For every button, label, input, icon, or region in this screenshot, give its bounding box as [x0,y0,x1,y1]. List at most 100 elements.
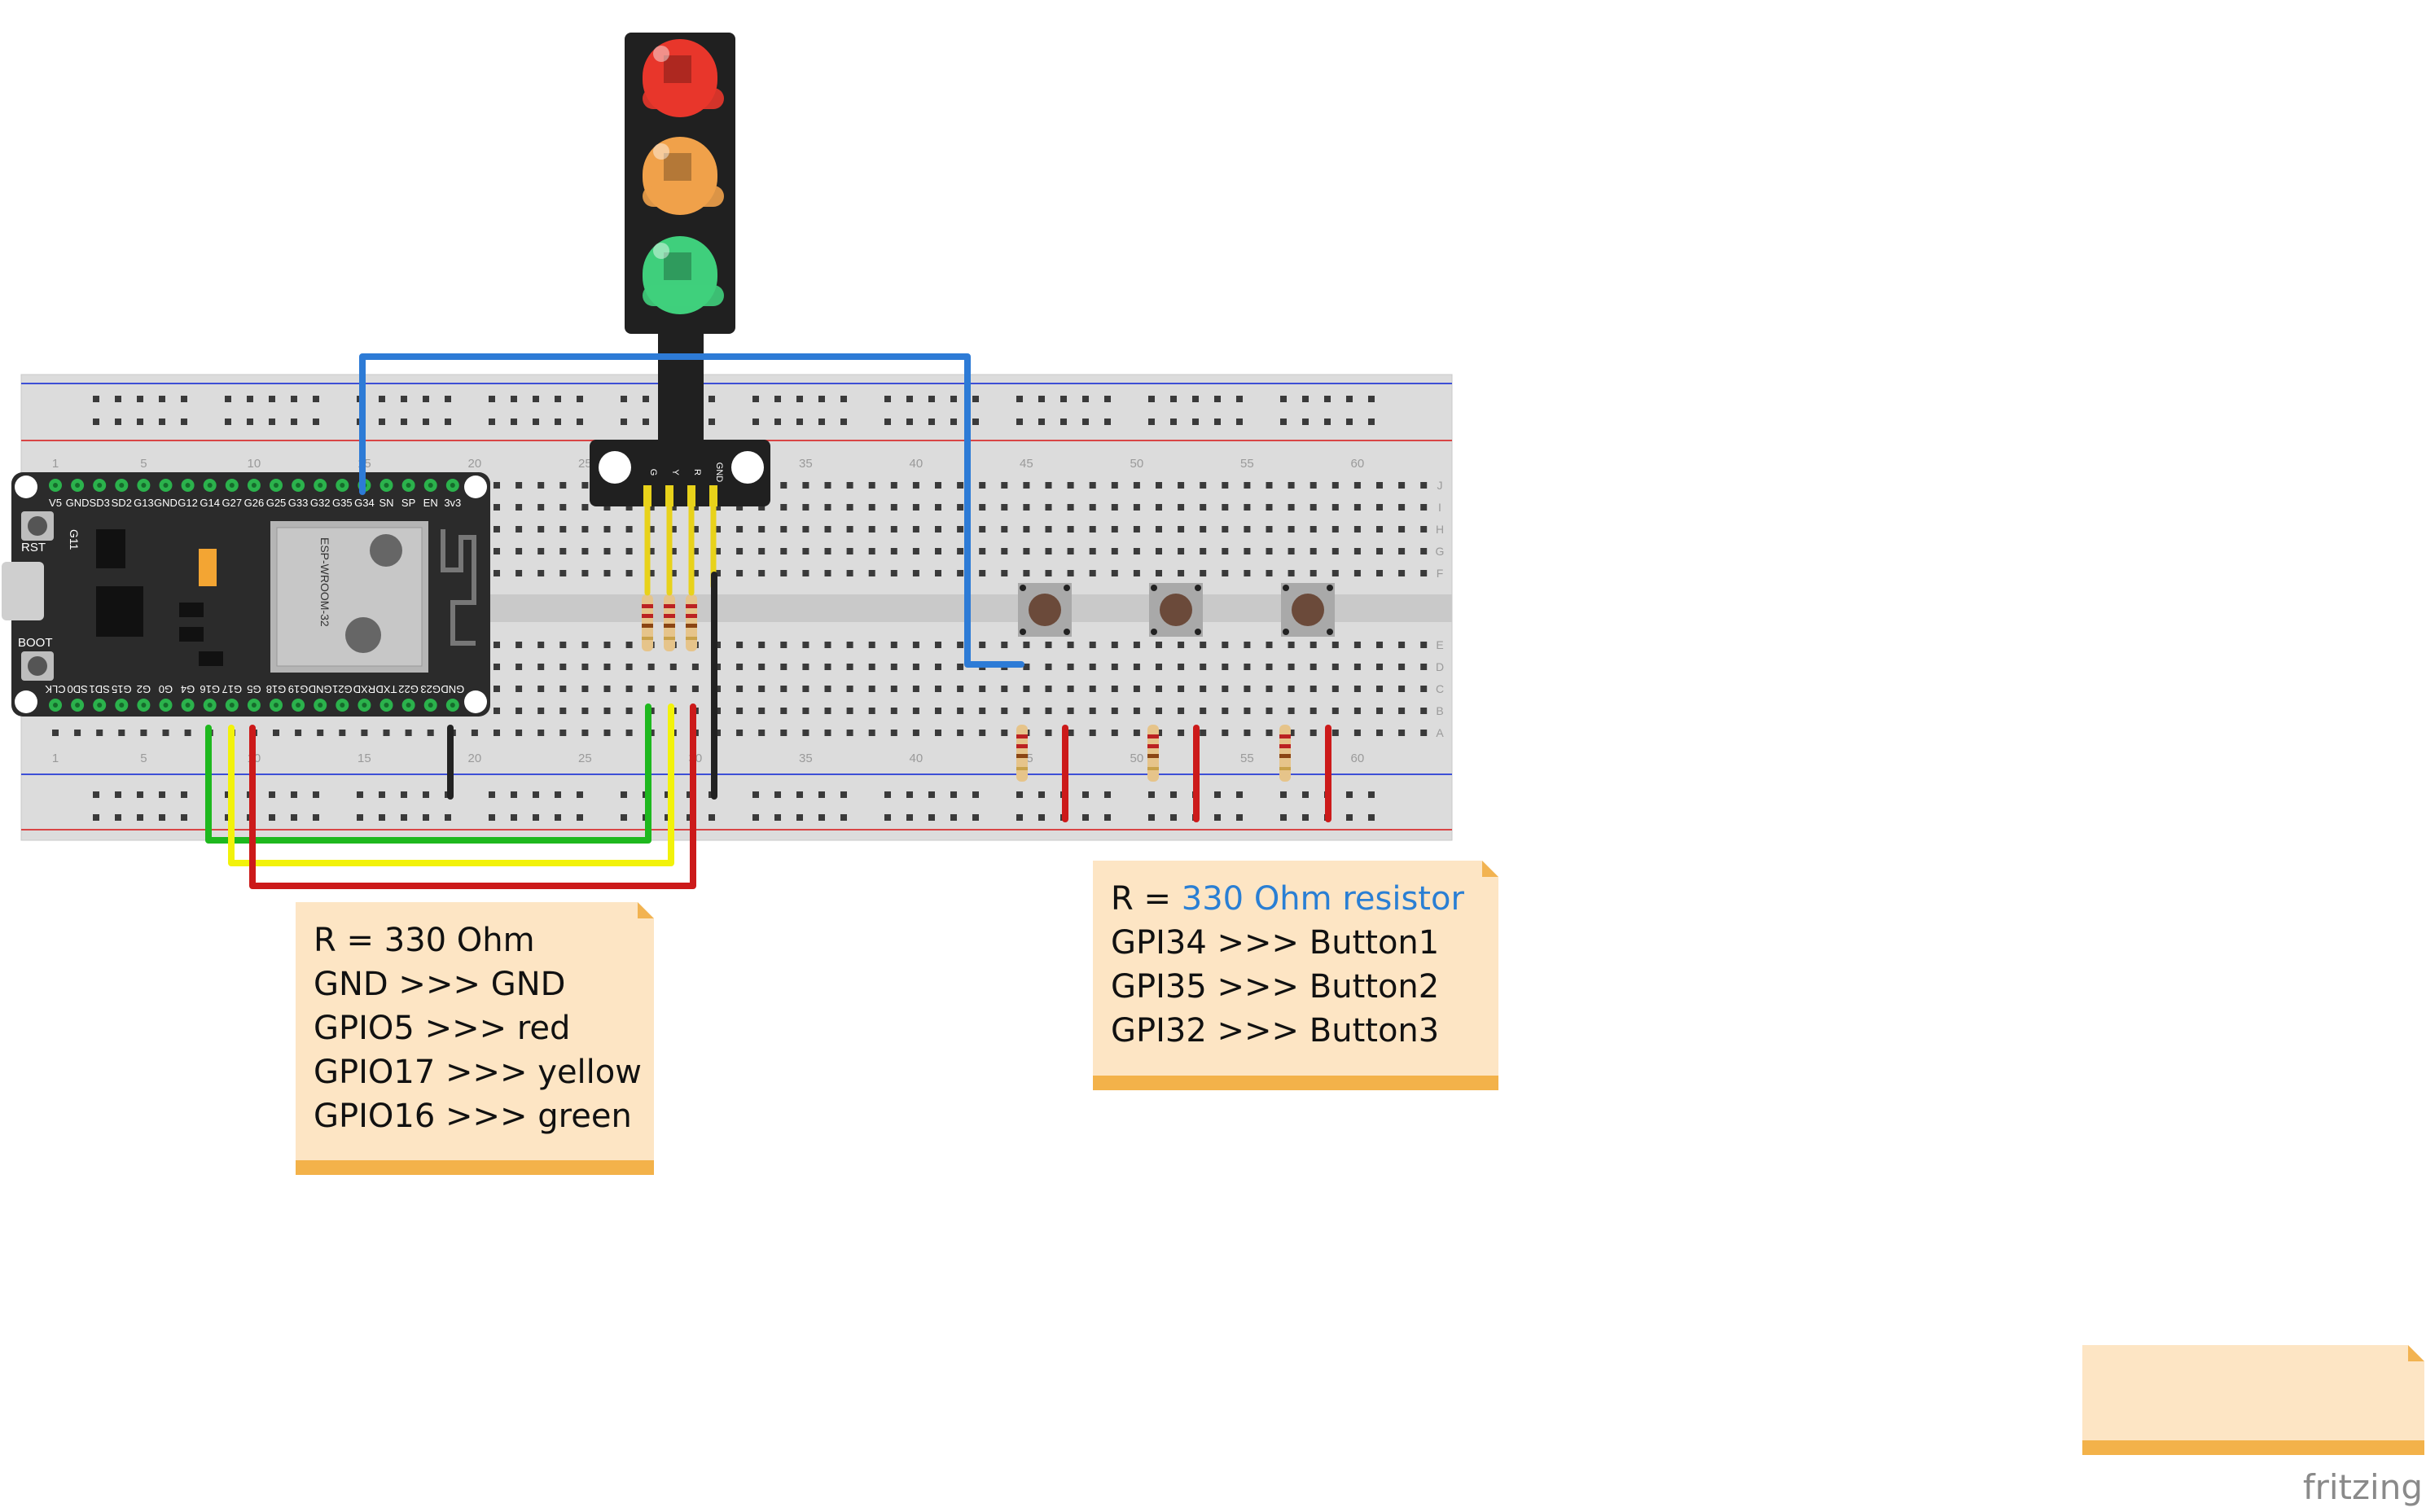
rail-hole[interactable] [93,419,99,425]
terminal-hole[interactable] [1133,482,1140,489]
terminal-hole[interactable] [581,482,589,489]
rail-hole[interactable] [269,396,275,402]
rail-hole[interactable] [1060,396,1067,402]
rail-hole[interactable] [708,419,715,425]
terminal-hole[interactable] [494,730,500,736]
rail-hole[interactable] [906,814,913,821]
terminal-hole[interactable] [736,642,744,648]
terminal-hole[interactable] [758,730,766,736]
terminal-hole[interactable] [1266,730,1273,736]
terminal-hole[interactable] [714,570,721,576]
rail-hole[interactable] [137,419,143,425]
terminal-hole[interactable] [603,504,611,511]
rail-hole[interactable] [511,814,517,821]
terminal-hole[interactable] [1045,664,1052,670]
terminal-hole[interactable] [1398,642,1406,648]
terminal-hole[interactable] [714,548,721,554]
terminal-hole[interactable] [1376,482,1383,489]
terminal-hole[interactable] [935,642,941,648]
terminal-hole[interactable] [1178,642,1185,648]
terminal-hole[interactable] [537,708,545,714]
terminal-hole[interactable] [1178,570,1185,576]
rail-hole[interactable] [379,814,385,821]
terminal-hole[interactable] [957,708,964,714]
rail-hole[interactable] [511,419,517,425]
rail-hole[interactable] [555,814,561,821]
terminal-hole[interactable] [1178,526,1185,532]
terminal-hole[interactable] [1200,482,1207,489]
terminal-hole[interactable] [736,548,744,554]
terminal-hole[interactable] [1288,642,1295,648]
terminal-hole[interactable] [912,664,919,670]
terminal-hole[interactable] [1045,708,1052,714]
terminal-hole[interactable] [1111,482,1118,489]
rail-hole[interactable] [774,791,781,798]
terminal-hole[interactable] [1222,664,1229,670]
terminal-hole[interactable] [912,642,919,648]
terminal-hole[interactable] [780,664,787,670]
terminal-hole[interactable] [1001,482,1008,489]
rail-hole[interactable] [1192,419,1199,425]
terminal-hole[interactable] [1288,482,1295,489]
terminal-hole[interactable] [603,642,611,648]
terminal-hole[interactable] [868,686,875,692]
terminal-hole[interactable] [1023,482,1030,489]
terminal-hole[interactable] [1001,548,1008,554]
terminal-hole[interactable] [669,686,677,692]
rail-hole[interactable] [115,791,121,798]
terminal-hole[interactable] [890,526,897,532]
rail-hole[interactable] [1302,396,1309,402]
rail-hole[interactable] [555,791,561,798]
rail-hole[interactable] [1082,791,1089,798]
terminal-hole[interactable] [1222,504,1229,511]
terminal-hole[interactable] [957,730,964,736]
rail-hole[interactable] [708,396,715,402]
terminal-hole[interactable] [1331,526,1339,532]
rail-hole[interactable] [1038,396,1045,402]
terminal-hole[interactable] [1222,526,1229,532]
terminal-hole[interactable] [581,642,589,648]
rail-hole[interactable] [1280,791,1287,798]
terminal-hole[interactable] [1067,548,1074,554]
rail-hole[interactable] [774,396,781,402]
button1[interactable] [1018,583,1072,637]
rail-hole[interactable] [1236,396,1243,402]
rail-hole[interactable] [1324,419,1331,425]
terminal-hole[interactable] [1156,482,1162,489]
terminal-hole[interactable] [1244,504,1251,511]
rail-hole[interactable] [1016,419,1023,425]
terminal-hole[interactable] [1420,482,1428,489]
rail-hole[interactable] [1346,791,1353,798]
rail-hole[interactable] [1038,791,1045,798]
terminal-hole[interactable] [1001,526,1008,532]
terminal-hole[interactable] [1067,708,1074,714]
rail-hole[interactable] [884,814,891,821]
rail-hole[interactable] [159,419,165,425]
terminal-hole[interactable] [317,730,324,736]
terminal-hole[interactable] [1420,642,1428,648]
terminal-hole[interactable] [979,570,986,576]
terminal-hole[interactable] [603,526,611,532]
terminal-hole[interactable] [1156,664,1162,670]
terminal-hole[interactable] [669,570,677,576]
terminal-hole[interactable] [1067,642,1074,648]
terminal-hole[interactable] [780,642,787,648]
terminal-hole[interactable] [758,570,766,576]
rail-hole[interactable] [840,419,847,425]
terminal-hole[interactable] [1089,708,1096,714]
terminal-hole[interactable] [868,664,875,670]
terminal-hole[interactable] [1398,730,1406,736]
terminal-hole[interactable] [1111,526,1118,532]
rail-hole[interactable] [1016,791,1023,798]
terminal-hole[interactable] [1244,482,1251,489]
terminal-hole[interactable] [1111,664,1118,670]
traffic-light-pin[interactable] [665,485,673,506]
terminal-hole[interactable] [1376,526,1383,532]
rail-hole[interactable] [291,396,297,402]
terminal-hole[interactable] [1045,504,1052,511]
terminal-hole[interactable] [1244,526,1251,532]
rail-hole[interactable] [1148,396,1155,402]
rail-hole[interactable] [1038,814,1045,821]
terminal-hole[interactable] [537,664,545,670]
traffic-light-pin[interactable] [687,485,695,506]
